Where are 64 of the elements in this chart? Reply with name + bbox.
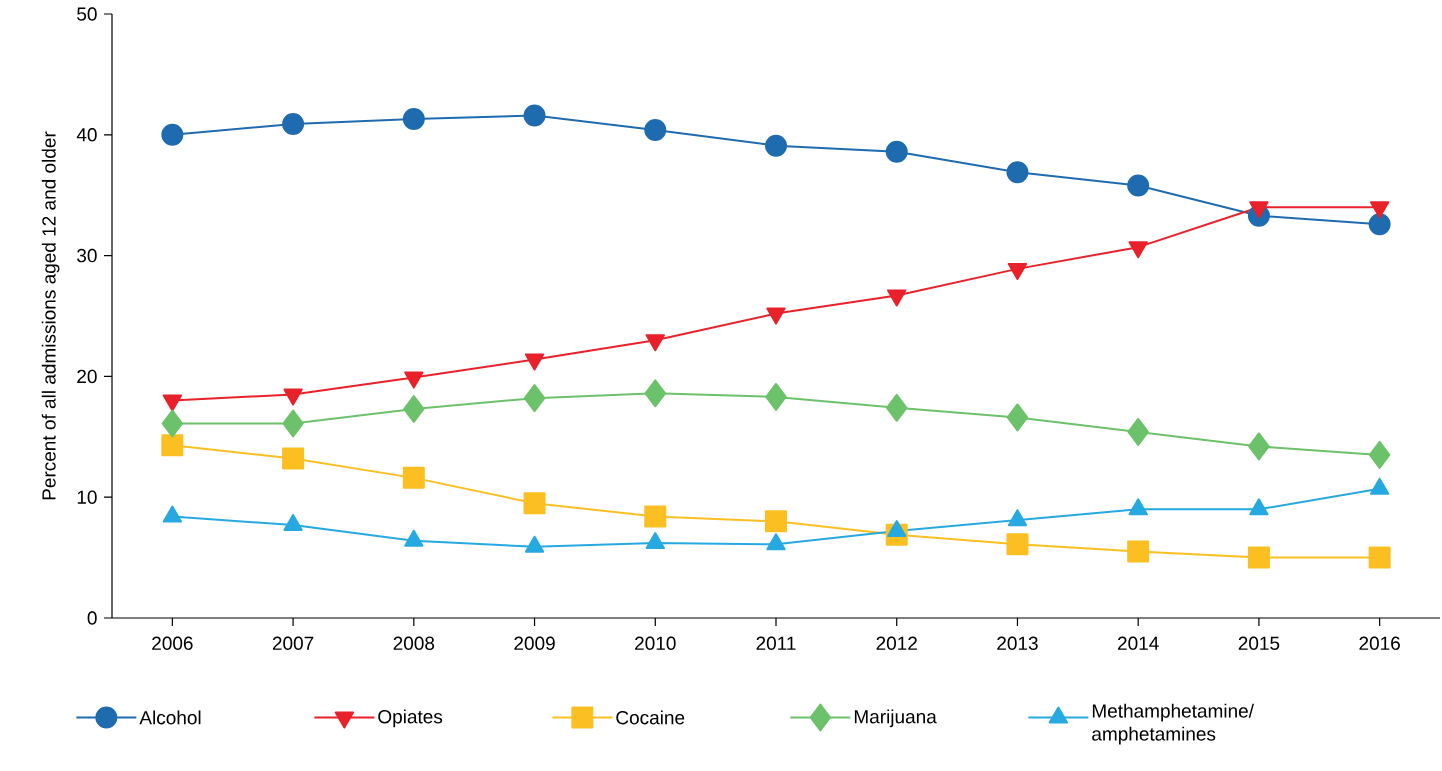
legend-label: Opiates [378, 709, 443, 728]
y-tick-label: 0 [87, 611, 97, 625]
point [402, 466, 425, 489]
legend-label: Methamphetamine/ amphetamines [1092, 703, 1254, 745]
point [1369, 477, 1390, 495]
point [1006, 533, 1029, 556]
point [402, 108, 425, 131]
point [523, 384, 546, 413]
point [765, 134, 787, 157]
y-tick-label: 30 [77, 248, 97, 263]
point [887, 520, 907, 538]
point [885, 140, 908, 163]
point [1368, 546, 1391, 569]
x-tick-label: 2012 [876, 636, 917, 650]
x-tick-label: 2016 [1359, 636, 1400, 650]
point [161, 434, 184, 457]
point [1127, 540, 1150, 563]
point [1007, 509, 1028, 527]
point [1006, 161, 1029, 184]
point [644, 379, 667, 408]
point [1128, 498, 1148, 516]
point [282, 447, 305, 470]
y-tick-label: 40 [76, 128, 97, 142]
point [162, 505, 183, 523]
y-tick-label: 50 [77, 7, 97, 21]
point [765, 382, 787, 411]
point [1368, 213, 1391, 236]
point [404, 529, 424, 547]
x-tick-label: 2006 [152, 636, 193, 650]
point [885, 393, 908, 422]
x-tick-label: 2014 [1118, 636, 1159, 650]
legend-label: Cocaine [616, 710, 685, 725]
point [1006, 403, 1029, 432]
point [766, 533, 786, 551]
x-tick-label: 2009 [514, 636, 555, 650]
y-tick-label: 10 [77, 490, 97, 504]
point [644, 118, 667, 141]
point [523, 104, 546, 127]
y-axis-title: Percent of all admissions aged 12 and older [41, 131, 60, 500]
x-tick-label: 2007 [272, 636, 314, 650]
point [1127, 174, 1150, 197]
point [161, 123, 184, 146]
point [765, 510, 787, 533]
point [1368, 440, 1391, 469]
y-tick-label: 20 [77, 369, 97, 384]
point [523, 492, 546, 515]
legend-label: Marijuana [854, 709, 937, 728]
x-tick-label: 2010 [635, 636, 676, 650]
point [282, 409, 304, 438]
x-tick-label: 2011 [756, 636, 796, 650]
point [1248, 432, 1270, 461]
legend-label: Alcohol [139, 710, 201, 725]
x-tick-label: 2008 [393, 636, 435, 650]
point [1127, 417, 1149, 446]
x-tick-label: 2015 [1238, 636, 1280, 650]
point [645, 532, 665, 550]
point [644, 505, 667, 528]
point [1249, 498, 1269, 516]
point [524, 535, 545, 553]
point [1247, 546, 1270, 569]
point [403, 395, 425, 424]
point [161, 409, 184, 438]
point [282, 112, 305, 135]
x-tick-label: 2013 [997, 636, 1038, 650]
